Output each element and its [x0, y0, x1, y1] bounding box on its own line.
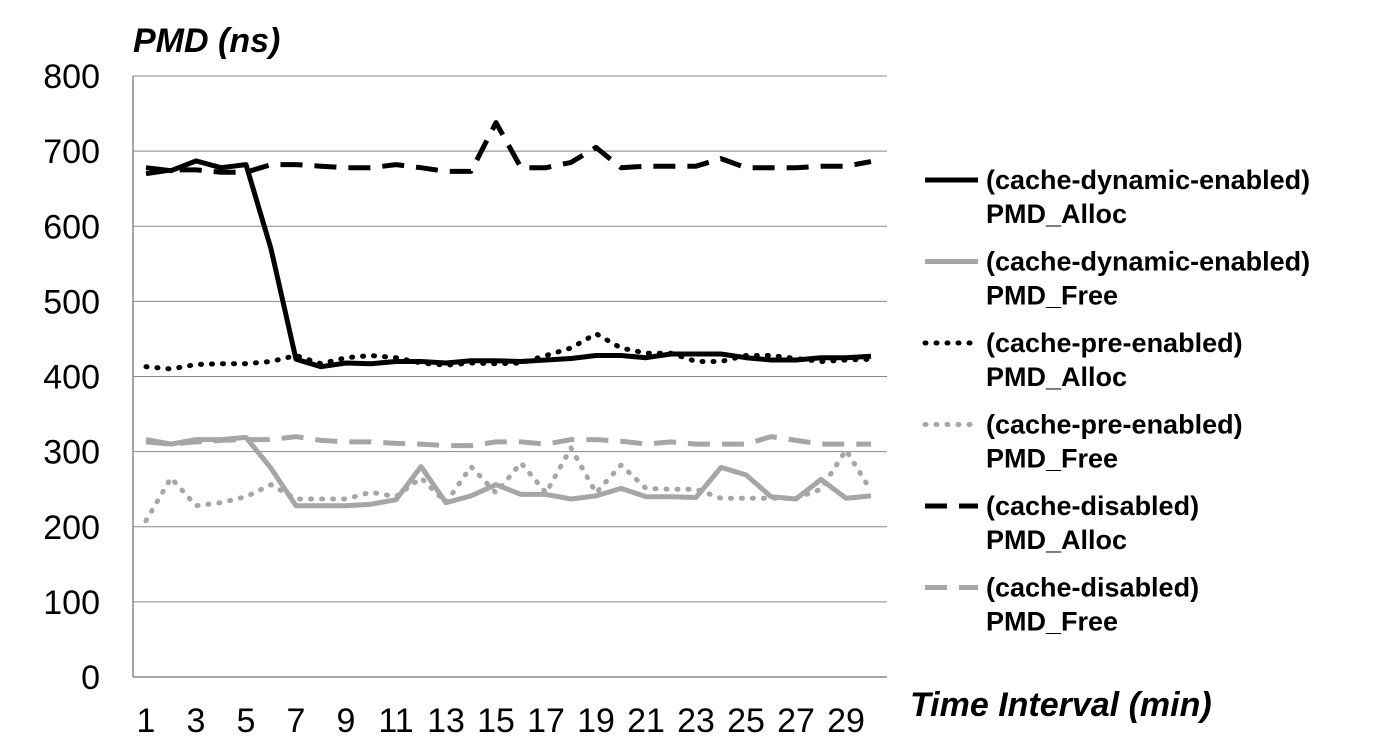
series-lines	[143, 120, 874, 524]
y-axis-label: PMD (ns)	[133, 22, 280, 60]
x-tick-label: 1	[137, 702, 156, 740]
x-tick-label: 21	[627, 702, 665, 740]
legend-label-5: PMD_Alloc	[986, 525, 1127, 555]
legend-label-3: (cache-pre-enabled)	[986, 328, 1243, 358]
legend-label-1: PMD_Alloc	[986, 199, 1127, 229]
y-tick-label: 200	[43, 509, 100, 547]
x-tick-label: 11	[378, 702, 413, 740]
x-tick-label: 13	[427, 702, 465, 740]
legend: (cache-dynamic-enabled) PMD_Alloc (cache-d…	[922, 165, 1310, 637]
y-tick-label: 800	[43, 58, 100, 96]
x-axis-label: Time Interval (min)	[910, 686, 1212, 724]
x-tick-label: 29	[827, 702, 865, 740]
legend-label-6: PMD_Free	[986, 607, 1118, 637]
y-tick-label: 400	[43, 359, 100, 397]
y-tick-label: 600	[43, 208, 100, 246]
series-line-6	[145, 434, 871, 449]
series-line-1	[145, 158, 872, 370]
x-tick-label: 7	[287, 702, 306, 740]
x-axis-ticks: 1 3 5 7 9 11 13 15 17 19 21 23 25 27 29	[137, 702, 865, 740]
legend-label-5: (cache-disabled)	[986, 491, 1199, 521]
series-line-5	[145, 120, 872, 177]
y-tick-label: 0	[81, 659, 100, 697]
y-tick-label: 700	[43, 133, 100, 171]
legend-label-3: PMD_Alloc	[986, 362, 1127, 392]
y-axis-ticks: 0 100 200 300 400 500 600 700 800	[43, 58, 100, 697]
x-tick-label: 3	[187, 702, 206, 740]
series-line-2	[145, 434, 872, 509]
x-tick-label: 27	[777, 702, 815, 740]
legend-label-4: (cache-pre-enabled)	[986, 410, 1243, 440]
x-tick-label: 17	[527, 702, 565, 740]
x-tick-label: 5	[237, 702, 256, 740]
legend-label-2: PMD_Free	[986, 281, 1118, 311]
y-tick-label: 100	[43, 584, 100, 622]
legend-label-4: PMD_Free	[986, 444, 1118, 474]
x-tick-label: 25	[727, 702, 765, 740]
legend-label-2: (cache-dynamic-enabled)	[986, 247, 1310, 277]
axes	[132, 76, 887, 678]
legend-label-1: (cache-dynamic-enabled)	[986, 165, 1310, 195]
legend-label-6: (cache-disabled)	[986, 573, 1199, 603]
series-line-3	[143, 331, 874, 372]
y-tick-label: 500	[43, 283, 100, 321]
series-line-4	[143, 445, 874, 524]
x-tick-label: 23	[677, 702, 715, 740]
x-tick-label: 9	[337, 702, 356, 740]
x-tick-label: 15	[477, 702, 515, 740]
gridlines	[133, 75, 887, 603]
y-tick-label: 300	[43, 434, 100, 472]
x-tick-label: 19	[577, 702, 615, 740]
